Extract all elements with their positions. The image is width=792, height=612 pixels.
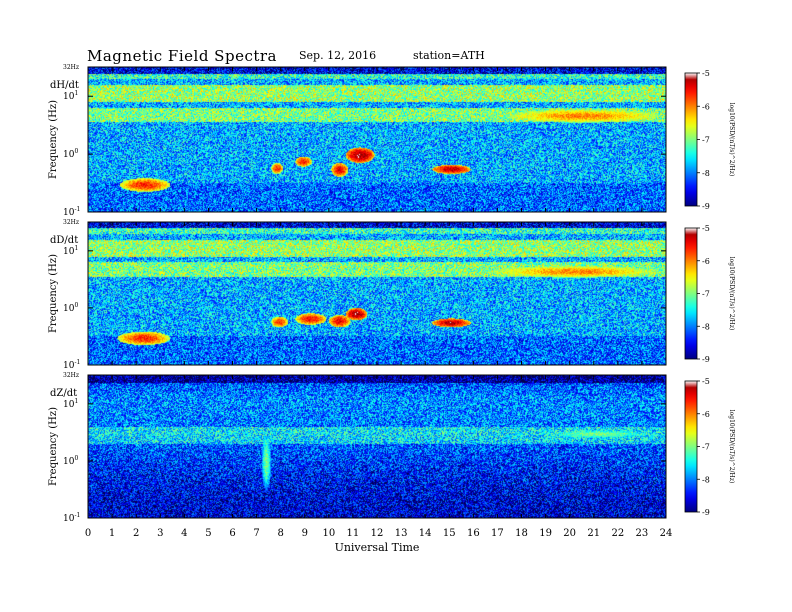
colorbar-label: log10(PSD/(nT/s)^2/Hz) (728, 257, 735, 331)
panel-name: dD/dt (50, 235, 78, 246)
y-tick-label: 101 (63, 90, 78, 102)
panel-name: dH/dt (50, 80, 79, 91)
page-title: Magnetic Field Spectra (87, 47, 277, 65)
colorbar-tick-label: -7 (702, 443, 710, 452)
colorbar-tick-label: -5 (702, 224, 710, 233)
x-tick-label: 15 (443, 528, 456, 539)
x-tick-label: 23 (636, 528, 649, 539)
colorbar-tick-label: -9 (702, 355, 710, 364)
colorbar-tick-label: -7 (702, 290, 710, 299)
panel-name: dZ/dt (50, 388, 77, 399)
colorbar-tick-label: -9 (702, 508, 710, 517)
spectrogram-image (88, 222, 666, 365)
x-tick-label: 18 (515, 528, 528, 539)
x-tick-label: 2 (133, 528, 139, 539)
colorbar-label: log10(PSD/(nT/s)^2/Hz) (728, 103, 735, 177)
y-tick-label: 100 (63, 148, 78, 160)
x-tick-label: 20 (563, 528, 576, 539)
x-tick-label: 16 (467, 528, 480, 539)
y-tick-label: 100 (63, 455, 78, 467)
x-tick-label: 0 (85, 528, 91, 539)
spectrogram-panel-dh-dt: dH/dt 32Hz 101 100 10-1 Frequency (Hz) -5 -6 -7 -… (48, 64, 735, 218)
x-tick-label: 5 (205, 528, 211, 539)
station-label: station=ATH (413, 49, 485, 62)
x-tick-label: 13 (395, 528, 408, 539)
x-tick-label: 4 (181, 528, 187, 539)
colorbar-tick-label: -8 (702, 169, 710, 178)
x-tick-label: 19 (539, 528, 552, 539)
colorbar-tick-label: -8 (702, 475, 710, 484)
date-label: Sep. 12, 2016 (299, 49, 377, 62)
x-tick-label: 21 (587, 528, 600, 539)
top-frequency-label: 32Hz (63, 64, 79, 71)
x-tick-label: 7 (253, 528, 259, 539)
spectrogram-image (88, 375, 666, 518)
spectrogram-panel-dd-dt: dD/dt 32Hz 101 100 10-1 Frequency (Hz) -5 -6 -7 -… (48, 219, 735, 371)
colorbar-tick-label: -5 (702, 377, 710, 386)
colorbar (684, 227, 698, 360)
y-axis-label: Frequency (Hz) (48, 254, 59, 333)
x-tick-label: 8 (277, 528, 283, 539)
x-tick-label: 22 (611, 528, 624, 539)
spectrogram-panel-dz-dt: dZ/dt 32Hz 101 100 10-1 Frequency (Hz) -5 -6 -7 -… (48, 372, 735, 524)
x-tick-label: 1 (109, 528, 115, 539)
colorbar-tick-label: -6 (702, 102, 710, 111)
colorbar-tick-label: -9 (702, 202, 710, 211)
colorbar-label: log10(PSD/(nT/s)^2/Hz) (728, 410, 735, 484)
colorbar (684, 380, 698, 513)
x-tick-label: 3 (157, 528, 163, 539)
colorbar-tick-label: -7 (702, 136, 710, 145)
colorbar-tick-label: -6 (702, 257, 710, 266)
y-axis-label: Frequency (Hz) (48, 407, 59, 486)
x-tick-label: 10 (322, 528, 335, 539)
spectrogram-image (88, 67, 666, 212)
top-frequency-label: 32Hz (63, 372, 79, 379)
x-tick-label: 11 (347, 528, 360, 539)
y-tick-label: 101 (63, 245, 78, 257)
y-tick-label: 10-1 (63, 206, 80, 218)
x-tick-label: 6 (229, 528, 235, 539)
top-frequency-label: 32Hz (63, 219, 79, 226)
colorbar-tick-label: -5 (702, 69, 710, 78)
y-tick-label: 100 (63, 302, 78, 314)
colorbar-tick-label: -6 (702, 410, 710, 419)
colorbar-tick-label: -8 (702, 322, 710, 331)
x-tick-label: 12 (371, 528, 384, 539)
x-tick-label: 24 (660, 528, 673, 539)
x-tick-label: 9 (302, 528, 308, 539)
y-axis-label: Frequency (Hz) (48, 100, 59, 179)
colorbar (684, 72, 698, 207)
x-axis-label: Universal Time (335, 541, 420, 554)
y-tick-label: 10-1 (63, 512, 80, 524)
y-tick-label: 10-1 (63, 359, 80, 371)
x-tick-label: 14 (419, 528, 432, 539)
x-tick-label: 17 (491, 528, 504, 539)
y-tick-label: 101 (63, 398, 78, 410)
